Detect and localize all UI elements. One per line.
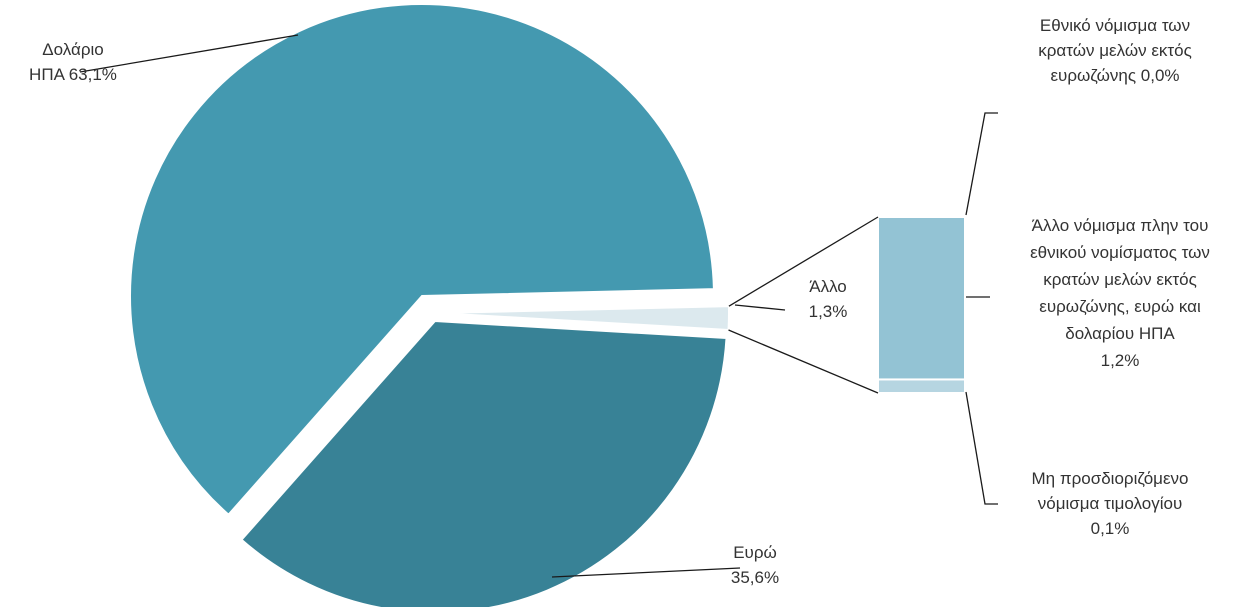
data-labels: Δολάριο ΗΠΑ 63,1% Ευρώ 35,6% Άλλο 1,3% Εθνικό …	[29, 16, 1210, 587]
data-label-breakdown-1: Άλλο νόμισμα πλην του εθνικού νομίσματος …	[1030, 216, 1210, 370]
bar-segment-2	[877, 378, 966, 395]
leader-breakdown-0	[965, 112, 998, 216]
connector-bottom	[728, 329, 879, 394]
data-label-euro: Ευρώ 35,6%	[731, 543, 779, 587]
leader-other	[734, 304, 786, 311]
leader-breakdown-2	[965, 391, 998, 505]
pie-slice-2	[436, 305, 730, 332]
pie-slice-1	[240, 319, 728, 607]
data-label-dollar: Δολάριο ΗΠΑ 63,1%	[29, 40, 117, 84]
leader-dollar	[79, 34, 299, 73]
pie-slice-0	[129, 3, 715, 517]
breakdown-bar	[877, 216, 966, 395]
data-label-other: Άλλο 1,3%	[809, 277, 848, 321]
bar-segment-1	[877, 216, 966, 381]
pie	[129, 3, 730, 607]
connector-lines	[79, 34, 998, 578]
data-label-breakdown-2: Μη προσδιοριζόμενο νόμισμα τιμολογίου 0,1%	[1032, 469, 1189, 538]
leader-euro	[551, 567, 741, 578]
connector-top	[728, 216, 879, 307]
data-label-breakdown-0: Εθνικό νόμισμα των κρατών μελών εκτός ευρω…	[1038, 16, 1192, 85]
